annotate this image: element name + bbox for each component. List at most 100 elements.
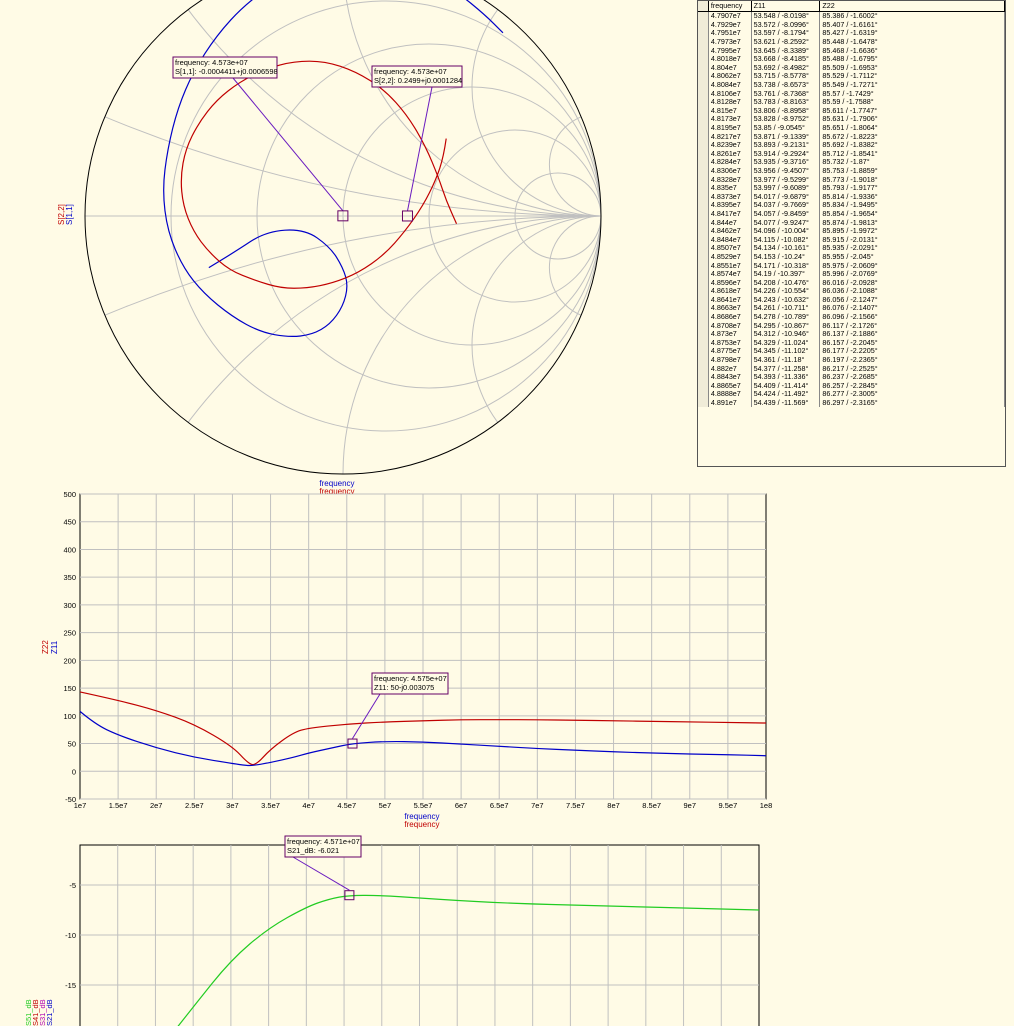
marker-label[interactable] [371, 65, 463, 88]
table-row[interactable]: 4.8843e7 54.393 / -11.336° 86.237 / -2.268… [698, 373, 1005, 382]
cell-z22: 86.177 / -2.2205° [819, 347, 1005, 356]
cell-z11: 53.761 / -8.7368° [751, 89, 821, 98]
x-tick-label: 8.5e7 [642, 801, 661, 810]
table-row[interactable]: 4.8084e7 53.738 / -8.6573° 85.549 / -1.727… [698, 81, 1005, 90]
row-gutter [698, 209, 709, 219]
marker-leader [352, 693, 381, 739]
x-tick-label: 5.5e7 [414, 801, 433, 810]
data-table-panel[interactable]: frequency Z11 Z22 4.7907e7 53.548 / -8.01… [697, 0, 1006, 467]
table-row[interactable]: 4.8484e7 54.115 / -10.082° 85.915 / -2.013… [698, 235, 1005, 245]
table-row[interactable]: 4.844e7 54.077 / -9.9247° 85.874 / -1.9813… [698, 218, 1005, 227]
smith-xlabel-1: frequency [319, 479, 354, 488]
row-gutter [698, 252, 709, 262]
table-row[interactable]: 4.8018e7 53.668 / -8.4185° 85.488 / -1.679… [698, 55, 1005, 64]
table-row[interactable]: 4.8865e7 54.409 / -11.414° 86.257 / -2.284… [698, 382, 1005, 391]
table-row[interactable]: 4.8663e7 54.261 / -10.711° 86.076 / -2.140… [698, 304, 1005, 313]
cell-frequency: 4.8843e7 [708, 373, 752, 382]
x-tick-label: 7e7 [531, 801, 544, 810]
table-row[interactable]: 4.815e7 53.806 / -8.8958° 85.611 / -1.7747… [698, 107, 1005, 116]
row-gutter [698, 304, 709, 313]
marker-box[interactable] [347, 738, 358, 749]
marker-box[interactable] [337, 210, 349, 222]
table-row[interactable]: 4.8686e7 54.278 / -10.789° 86.096 / -2.156… [698, 313, 1005, 322]
y-tick-label: 400 [63, 545, 76, 554]
table-row[interactable]: 4.8306e7 53.956 / -9.4507° 85.753 / -1.885… [698, 167, 1005, 176]
table-row[interactable]: 4.8195e7 53.85 / -9.0545° 85.651 / -1.8064… [698, 124, 1005, 133]
marker-box[interactable] [344, 890, 355, 901]
table-row[interactable]: 4.873e7 54.312 / -10.946° 86.137 / -2.1886… [698, 330, 1005, 339]
cell-z22: 86.016 / -2.0928° [819, 278, 1005, 287]
table-row[interactable]: 4.8106e7 53.761 / -8.7368° 85.57 / -1.7429… [698, 89, 1005, 98]
table-row[interactable]: 4.8529e7 54.153 / -10.24° 85.955 / -2.045° [698, 253, 1005, 262]
cell-frequency: 4.835e7 [708, 184, 752, 193]
s-ylabel: S41_dB [31, 999, 40, 1026]
table-row[interactable]: 4.804e7 53.692 / -8.4982° 85.509 / -1.6953… [698, 64, 1005, 73]
y-tick-label: 100 [63, 712, 76, 721]
table-row[interactable]: 4.8507e7 54.134 / -10.161° 85.935 / -2.029… [698, 244, 1005, 253]
smith-xlabel-2: frequency [319, 487, 354, 496]
table-row[interactable]: 4.8173e7 53.828 / -8.9752° 85.631 / -1.790… [698, 115, 1005, 124]
reactance-arc [342, 0, 601, 217]
x-tick-label: 6e7 [455, 801, 468, 810]
table-row[interactable]: 4.891e7 54.439 / -11.569° 86.297 / -2.3165… [698, 399, 1005, 408]
table-row[interactable]: 4.8284e7 53.935 / -9.3716° 85.732 / -1.87° [698, 158, 1005, 167]
cell-z11: 54.409 / -11.414° [751, 382, 821, 391]
table-row[interactable]: 4.882e7 54.377 / -11.258° 86.217 / -2.2525… [698, 364, 1005, 373]
table-row[interactable]: 4.8551e7 54.171 / -10.318° 85.975 / -2.060… [698, 261, 1005, 270]
cell-frequency: 4.8462e7 [708, 227, 752, 236]
table-header-z11[interactable]: Z11 [751, 1, 821, 12]
table-row[interactable]: 4.8753e7 54.329 / -11.024° 86.157 / -2.204… [698, 339, 1005, 348]
table-row[interactable]: 4.8373e7 54.017 / -9.6879° 85.814 / -1.933… [698, 192, 1005, 202]
marker-text-line1: frequency: 4.571e+07 [287, 837, 360, 846]
cell-z11: 53.85 / -9.0545° [751, 124, 821, 133]
table-row[interactable]: 4.8618e7 54.226 / -10.554° 86.036 / -2.108… [698, 287, 1005, 296]
cell-frequency: 4.8261e7 [708, 149, 752, 159]
marker-text-line1: frequency: 4.573e+07 [175, 58, 248, 67]
table-row[interactable]: 4.8261e7 53.914 / -9.2924° 85.712 / -1.854… [698, 149, 1005, 159]
table-corner[interactable] [698, 1, 709, 12]
table-row[interactable]: 4.8798e7 54.361 / -11.18° 86.197 / -2.2365… [698, 356, 1005, 365]
table-row[interactable]: 4.8888e7 54.424 / -11.492° 86.277 / -2.300… [698, 390, 1005, 399]
marker-label[interactable] [371, 672, 449, 695]
table-row[interactable]: 4.7929e7 53.572 / -8.0996° 85.407 / -1.616… [698, 21, 1005, 30]
marker-leader [232, 77, 344, 212]
table-row[interactable]: 4.8596e7 54.208 / -10.476° 86.016 / -2.092… [698, 278, 1005, 287]
row-gutter [698, 89, 709, 98]
table-row[interactable]: 4.7995e7 53.645 / -8.3389° 85.468 / -1.663… [698, 46, 1005, 55]
table-row[interactable]: 4.7907e7 53.548 / -8.0198° 85.386 / -1.600… [698, 11, 1005, 21]
marker-label[interactable] [284, 835, 362, 858]
table-row[interactable]: 4.7951e7 53.597 / -8.1794° 85.427 / -1.631… [698, 29, 1005, 38]
row-gutter [698, 123, 709, 133]
cell-z11: 53.548 / -8.0198° [751, 11, 821, 21]
table-row[interactable]: 4.8217e7 53.871 / -9.1339° 85.672 / -1.822… [698, 132, 1005, 141]
marker-box[interactable] [401, 210, 413, 222]
table-row[interactable]: 4.8708e7 54.295 / -10.867° 86.117 / -2.172… [698, 321, 1005, 330]
smith-trace-s22 [180, 60, 458, 289]
table-row[interactable]: 4.7973e7 53.621 / -8.2592° 85.448 / -1.647… [698, 38, 1005, 47]
table-row[interactable]: 4.8462e7 54.096 / -10.004° 85.895 / -1.997… [698, 227, 1005, 236]
table-row[interactable]: 4.8062e7 53.715 / -8.5778° 85.529 / -1.711… [698, 72, 1005, 81]
y-tick-label: -10 [65, 931, 76, 940]
smith-markers[interactable]: frequency: 4.573e+07S[1,1]: -0.0004411+j… [172, 56, 463, 222]
table-header-frequency[interactable]: frequency [708, 1, 752, 12]
marker-text-line2: S[2,2]: 0.2499+j0.0001284 [374, 76, 462, 85]
smith-series [163, 0, 504, 337]
table-row[interactable]: 4.8128e7 53.783 / -8.8163° 85.59 / -1.7588… [698, 98, 1005, 107]
table-header-z22[interactable]: Z22 [819, 1, 1005, 12]
table-row[interactable]: 4.8641e7 54.243 / -10.632° 86.056 / -2.124… [698, 296, 1005, 305]
marker-label[interactable] [172, 56, 278, 79]
table-row[interactable]: 4.835e7 53.997 / -9.6089° 85.793 / -1.9177… [698, 184, 1005, 193]
table-row[interactable]: 4.8574e7 54.19 / -10.397° 85.996 / -2.0769… [698, 270, 1005, 279]
cell-frequency: 4.8239e7 [708, 141, 752, 150]
table-row[interactable]: 4.8775e7 54.345 / -11.102° 86.177 / -2.220… [698, 347, 1005, 356]
table-row[interactable]: 4.8239e7 53.893 / -9.2131° 85.692 / -1.838… [698, 141, 1005, 150]
table-row[interactable]: 4.8328e7 53.977 / -9.5299° 85.773 / -1.901… [698, 175, 1005, 184]
table-row[interactable]: 4.8395e7 54.037 / -9.7669° 85.834 / -1.949… [698, 201, 1005, 210]
smith-chart[interactable]: frequency: 4.573e+07S[1,1]: -0.0004411+j… [0, 0, 697, 500]
cell-frequency: 4.8328e7 [708, 175, 752, 184]
table-row[interactable]: 4.8417e7 54.057 / -9.8459° 85.854 / -1.965… [698, 210, 1005, 219]
